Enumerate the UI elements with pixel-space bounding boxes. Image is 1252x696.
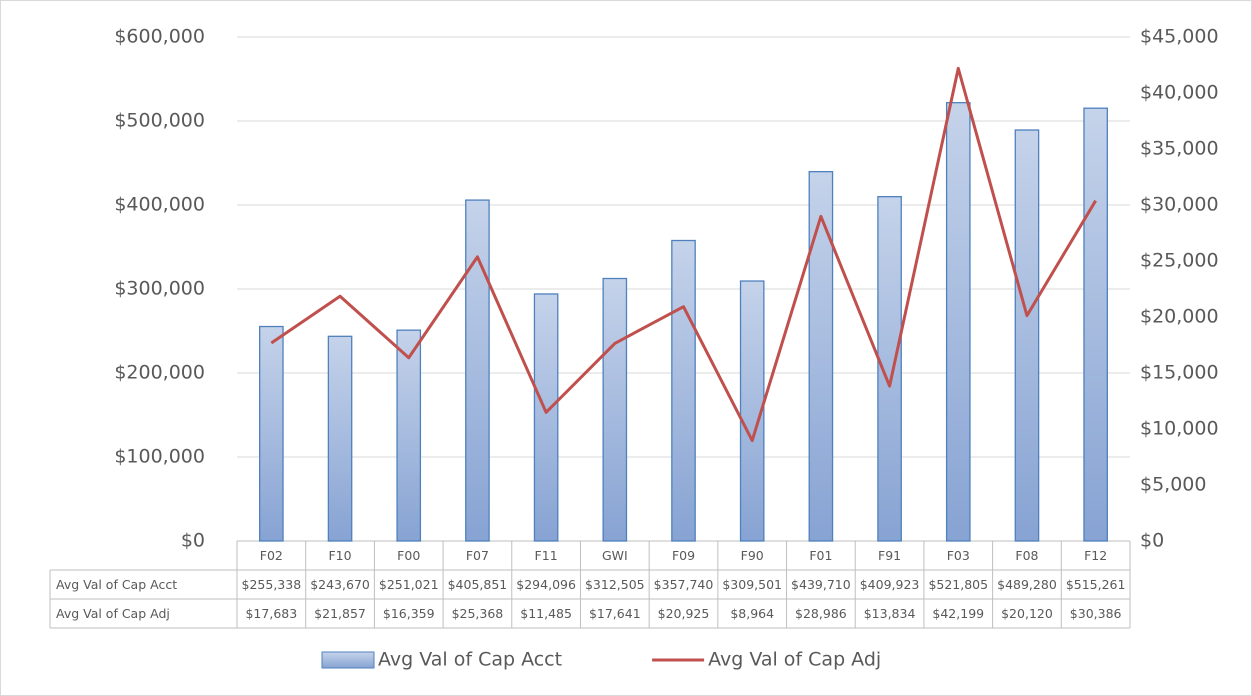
table-cell: $405,851	[448, 577, 508, 592]
x-tick-label: F07	[466, 548, 489, 563]
table-cell: $17,683	[245, 606, 297, 621]
x-tick-label: F03	[947, 548, 970, 563]
bar	[602, 277, 628, 542]
bar	[671, 239, 696, 542]
bar	[327, 335, 353, 542]
table-cell: $21,857	[314, 606, 366, 621]
y2-tick-label: $10,000	[1140, 418, 1219, 440]
y-tick-label: $300,000	[114, 278, 205, 300]
bar	[259, 325, 284, 542]
x-tick-label: F09	[672, 548, 695, 563]
table-cell: $243,670	[310, 577, 370, 592]
bar	[533, 293, 559, 542]
y2-tick-label: $30,000	[1140, 194, 1219, 216]
table-cell: $515,261	[1066, 577, 1126, 592]
y2-tick-label: $45,000	[1140, 26, 1219, 48]
x-tick-label: F02	[260, 548, 283, 563]
table-cell: $8,964	[730, 606, 774, 621]
y-tick-label: $400,000	[114, 194, 205, 216]
table-cell: $11,485	[520, 606, 572, 621]
table-cell: $255,338	[242, 577, 302, 592]
y2-tick-label: $15,000	[1140, 362, 1219, 384]
line	[270, 66, 1097, 443]
y2-tick-label: $40,000	[1140, 82, 1219, 104]
table-row-label: Avg Val of Cap Acct	[56, 577, 177, 592]
table-cell: $17,641	[589, 606, 641, 621]
y2-tick-label: $0	[1140, 530, 1164, 552]
table-cell: $294,096	[516, 577, 576, 592]
x-tick-label: F11	[535, 548, 558, 563]
table-cell: $357,740	[654, 577, 714, 592]
y2-tick-label: $5,000	[1140, 474, 1206, 496]
x-tick-label: F12	[1084, 548, 1107, 563]
x-tick-label: F10	[328, 548, 351, 563]
bar	[1083, 107, 1108, 542]
bar	[945, 102, 971, 542]
y2-tick-label: $35,000	[1140, 138, 1219, 160]
bar	[739, 280, 765, 542]
legend-swatch	[321, 651, 375, 669]
table-cell: $42,199	[932, 606, 984, 621]
table-cell: $309,501	[722, 577, 782, 592]
x-tick-label: F90	[741, 548, 764, 563]
y-tick-label: $0	[181, 530, 205, 552]
table-cell: $521,805	[928, 577, 988, 592]
bar	[396, 329, 422, 542]
table-cell: $20,120	[1001, 606, 1053, 621]
table-cell: $409,923	[860, 577, 920, 592]
table-cell: $489,280	[997, 577, 1057, 592]
table-cell: $439,710	[791, 577, 851, 592]
legend-label: Avg Val of Cap Adj	[708, 649, 881, 671]
table-cell: $28,986	[795, 606, 847, 621]
x-tick-label: F08	[1015, 548, 1038, 563]
x-tick-label: GWI	[602, 548, 628, 563]
table-cell: $30,386	[1070, 606, 1122, 621]
y-tick-label: $600,000	[114, 26, 205, 48]
y-tick-label: $500,000	[114, 110, 205, 132]
x-tick-label: F91	[878, 548, 901, 563]
table-cell: $25,368	[452, 606, 504, 621]
y2-tick-label: $25,000	[1140, 250, 1219, 272]
table-cell: $13,834	[864, 606, 916, 621]
bar	[1014, 129, 1040, 542]
x-tick-label: F01	[809, 548, 832, 563]
legend-label: Avg Val of Cap Acct	[378, 649, 562, 671]
y-tick-label: $100,000	[114, 446, 205, 468]
table-cell: $312,505	[585, 577, 645, 592]
bar	[877, 196, 902, 542]
x-tick-label: F00	[397, 548, 420, 563]
bar	[808, 170, 834, 542]
y-tick-label: $200,000	[114, 362, 205, 384]
table-row-label: Avg Val of Cap Adj	[56, 606, 170, 621]
bar	[465, 199, 490, 542]
table-cell: $20,925	[658, 606, 710, 621]
table-cell: $251,021	[379, 577, 439, 592]
y2-tick-label: $20,000	[1140, 306, 1219, 328]
table-cell: $16,359	[383, 606, 435, 621]
